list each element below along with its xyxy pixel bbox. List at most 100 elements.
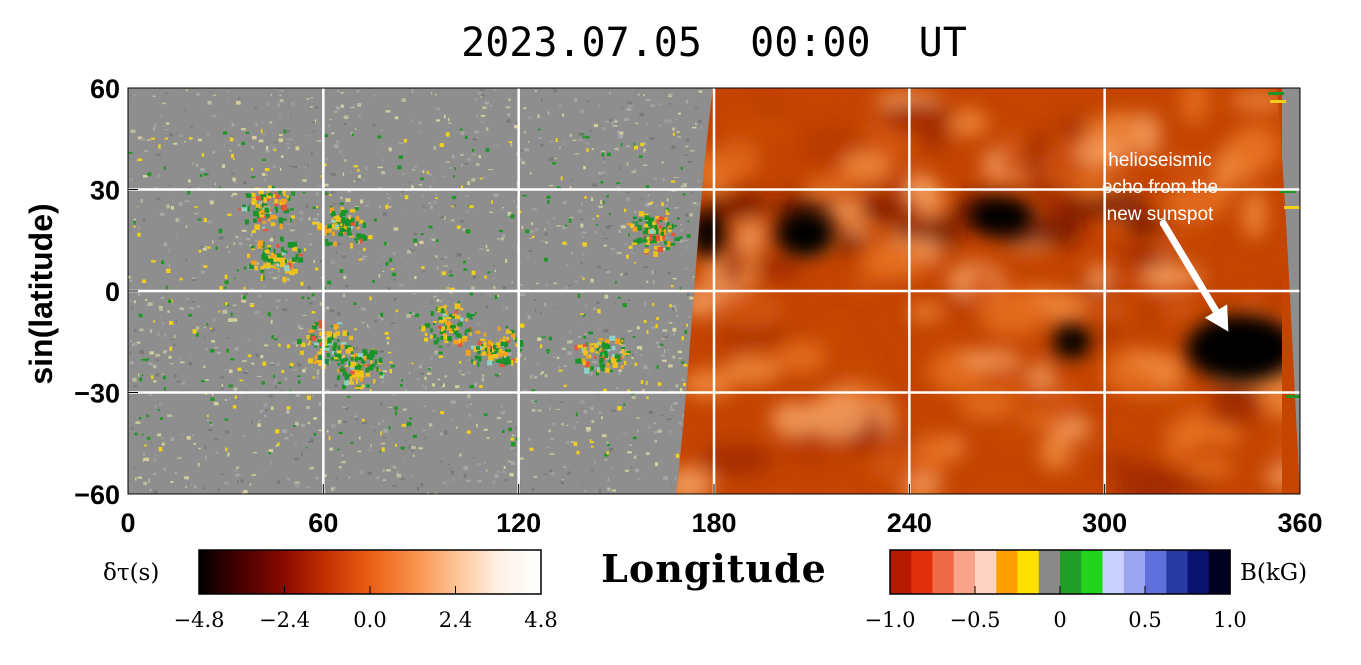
- magnetogram-speckle: [616, 186, 621, 189]
- magnetogram-speckle: [254, 310, 260, 315]
- magnetogram-speckle: [306, 164, 309, 167]
- magnetogram-speckle: [472, 275, 477, 279]
- magnetic-fleck: [312, 221, 317, 225]
- magnetogram-speckle: [619, 351, 623, 354]
- magnetic-fleck: [469, 384, 474, 389]
- magnetogram-speckle: [531, 487, 535, 492]
- magnetic-fleck: [388, 351, 392, 354]
- magnetogram-speckle: [195, 92, 200, 96]
- far-side-patch: [817, 321, 852, 346]
- x-tick-label: 180: [691, 508, 736, 538]
- magnetic-fleck: [247, 354, 252, 358]
- magnetogram-speckle: [411, 293, 417, 295]
- magnetogram-speckle: [481, 294, 483, 298]
- magnetogram-speckle: [603, 244, 607, 247]
- active-region-pixel: [595, 351, 599, 354]
- magnetogram-speckle: [306, 98, 310, 100]
- magnetogram-speckle: [294, 483, 300, 488]
- magnetogram-speckle: [149, 394, 153, 396]
- magnetogram-speckle: [531, 222, 533, 226]
- magnetic-fleck: [369, 389, 372, 393]
- active-region-pixel: [273, 266, 280, 270]
- magnetogram-speckle: [480, 89, 485, 91]
- active-region-pixel: [307, 358, 314, 364]
- magnetogram-speckle: [633, 455, 637, 459]
- active-region-pixel: [433, 322, 435, 326]
- magnetogram-speckle: [578, 209, 583, 213]
- magnetogram-speckle: [137, 136, 143, 140]
- magnetogram-speckle: [692, 275, 697, 278]
- magnetic-fleck: [289, 362, 294, 367]
- magnetogram-speckle: [607, 479, 610, 483]
- magnetic-fleck: [603, 388, 607, 392]
- magnetogram-speckle: [669, 433, 673, 435]
- magnetogram-speckle: [173, 344, 176, 347]
- active-region-pixel: [605, 367, 610, 373]
- magnetogram-speckle: [668, 93, 673, 98]
- magnetic-fleck: [464, 135, 468, 140]
- magnetic-fleck: [471, 148, 475, 152]
- magnetogram-speckle: [228, 397, 231, 401]
- magnetogram-speckle: [193, 485, 197, 489]
- magnetogram-speckle: [159, 305, 163, 308]
- active-region-pixel: [638, 218, 643, 222]
- magnetic-fleck: [290, 215, 295, 219]
- magnetogram-speckle: [242, 360, 247, 363]
- magnetogram-speckle: [443, 432, 446, 436]
- magnetogram-speckle: [382, 468, 385, 473]
- active-region-pixel: [299, 350, 304, 355]
- magnetogram-speckle: [562, 113, 565, 117]
- magnetogram-speckle: [530, 375, 532, 379]
- magnetogram-speckle: [423, 306, 427, 308]
- magnetogram-speckle: [654, 431, 658, 434]
- active-region-pixel: [255, 196, 262, 201]
- magnetogram-speckle: [325, 157, 328, 161]
- magnetogram-speckle: [350, 106, 355, 109]
- magnetic-fleck: [275, 429, 280, 434]
- magnetic-fleck: [438, 351, 443, 355]
- magnetic-fleck: [459, 128, 463, 131]
- magnetogram-speckle: [189, 307, 194, 310]
- magnetogram-speckle: [547, 221, 549, 225]
- active-region-pixel: [257, 240, 264, 247]
- active-region-pixel: [292, 246, 298, 252]
- active-region-pixel: [237, 208, 241, 211]
- far-side-patch: [1110, 265, 1147, 290]
- magnetogram-speckle: [481, 93, 485, 97]
- magnetogram-speckle: [164, 333, 166, 338]
- magnetic-fleck: [634, 362, 638, 366]
- magnetogram-speckle: [546, 446, 550, 448]
- magnetogram-speckle: [624, 243, 628, 245]
- magnetogram-speckle: [173, 374, 177, 378]
- magnetic-fleck: [615, 281, 617, 284]
- magnetogram-speckle: [144, 299, 148, 301]
- magnetogram-speckle: [424, 386, 427, 390]
- magnetogram-speckle: [403, 388, 408, 392]
- magnetic-fleck: [485, 147, 490, 152]
- colorbar-left-ticks: −4.8 −2.4 0.0 2.4 4.8: [174, 586, 558, 632]
- active-region-pixel: [283, 208, 290, 214]
- magnetogram-speckle: [287, 478, 290, 481]
- magnetogram-speckle: [233, 318, 238, 322]
- active-region-pixel: [596, 371, 599, 376]
- active-region-pixel: [257, 244, 264, 249]
- magnetogram-speckle: [528, 250, 533, 252]
- magnetogram-speckle: [307, 233, 313, 235]
- magnetogram-speckle: [292, 342, 298, 344]
- active-region-pixel: [298, 248, 301, 253]
- colorbar-right-swatch: [996, 550, 1019, 594]
- magnetogram-speckle: [137, 373, 140, 377]
- magnetogram-speckle: [553, 89, 557, 93]
- magnetogram-speckle: [470, 437, 473, 439]
- active-region-pixel: [574, 345, 580, 351]
- active-region-pixel: [315, 360, 320, 363]
- magnetogram-speckle: [228, 97, 230, 101]
- active-region-pixel: [588, 364, 591, 371]
- magnetogram-speckle: [184, 476, 189, 480]
- active-region-pixel: [583, 350, 588, 356]
- magnetogram-speckle: [626, 162, 629, 166]
- active-region-pixel: [363, 364, 370, 367]
- magnetic-fleck: [354, 328, 358, 331]
- active-region-pixel: [325, 241, 331, 246]
- magnetogram-speckle: [227, 452, 230, 457]
